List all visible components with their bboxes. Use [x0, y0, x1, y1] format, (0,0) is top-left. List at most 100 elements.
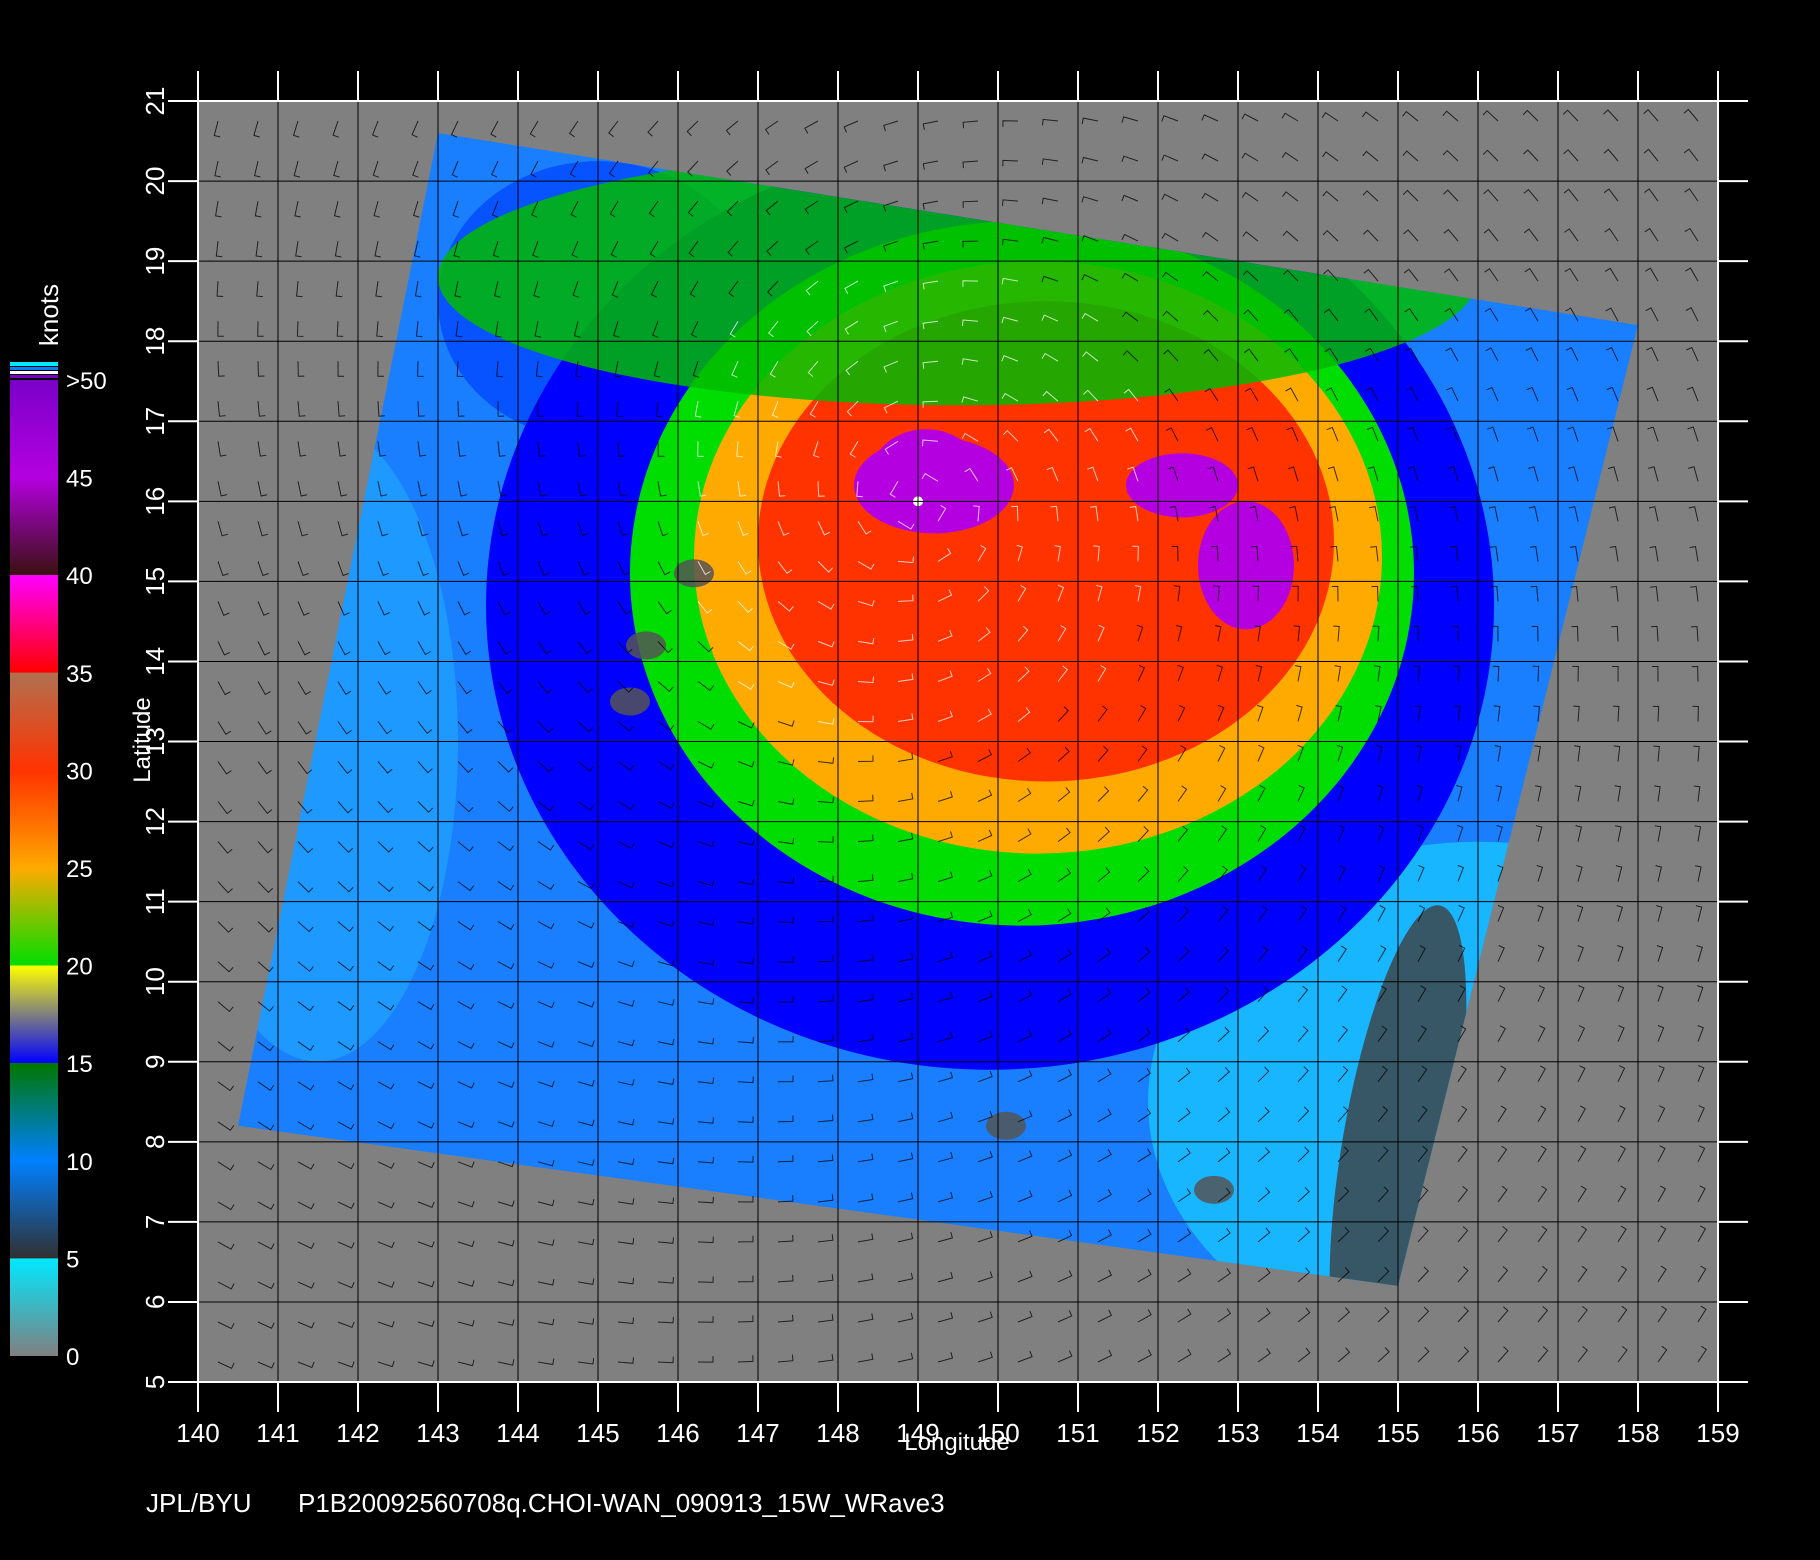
wind-barb — [1017, 788, 1032, 802]
wind-barb — [1563, 149, 1579, 162]
wind-barb — [1161, 271, 1179, 282]
wind-barb — [1442, 149, 1459, 162]
wind-barb — [577, 641, 592, 655]
wind-barb — [297, 921, 314, 933]
wind-barb — [937, 871, 953, 883]
wind-barb — [1537, 905, 1544, 922]
wind-barb — [1577, 1306, 1588, 1323]
wind-barb — [568, 120, 579, 138]
wind-barb — [1452, 625, 1459, 642]
wind-barb — [537, 1199, 555, 1207]
wind-barb — [1177, 664, 1184, 682]
wind-barb — [1576, 905, 1584, 922]
wind-barb — [577, 1318, 595, 1325]
wind-barb — [737, 1235, 754, 1243]
lon-tick-label: 146 — [656, 1418, 699, 1448]
wind-barb — [1689, 546, 1699, 562]
wind-barb — [733, 401, 741, 418]
wind-barb — [1254, 625, 1261, 642]
wind-barb — [1416, 785, 1424, 802]
wind-barb — [257, 1361, 275, 1369]
wind-barb — [617, 681, 634, 693]
lat-tick-label: 12 — [140, 807, 170, 836]
wind-barb — [1137, 1228, 1152, 1243]
wind-barb — [1083, 389, 1099, 402]
wind-barb — [1697, 1145, 1706, 1163]
wind-barb — [883, 120, 899, 132]
wind-barb — [657, 1078, 675, 1085]
wind-barb — [647, 160, 659, 177]
wind-barb — [1615, 865, 1623, 882]
wind-barb — [1333, 625, 1340, 642]
wind-barb — [1001, 392, 1019, 402]
wind-barb — [577, 761, 594, 772]
wind-barb — [1695, 905, 1703, 922]
wind-barb — [897, 633, 914, 642]
wind-barb — [962, 120, 979, 129]
wind-barb — [1177, 906, 1190, 922]
wind-barb — [1447, 426, 1459, 442]
wind-barb — [1604, 228, 1619, 242]
wind-barb — [1136, 624, 1144, 642]
wind-barb — [457, 1001, 475, 1010]
wind-barb — [657, 1237, 674, 1244]
wind-barb — [617, 441, 625, 457]
wind-barb — [1455, 785, 1463, 802]
wind-barb — [537, 601, 551, 616]
wind-barb — [297, 841, 313, 854]
wind-barb — [1685, 267, 1699, 282]
wind-barb — [457, 1200, 475, 1208]
wind-barb — [977, 586, 990, 602]
wind-barb — [614, 361, 622, 378]
wind-barb — [1005, 467, 1019, 482]
wind-barb — [217, 1161, 235, 1171]
x-axis-label: Longitude — [904, 1429, 1009, 1456]
wind-barb — [1137, 826, 1149, 842]
wind-barb — [697, 441, 704, 457]
wind-barb — [497, 561, 510, 576]
wind-barb — [491, 160, 499, 178]
wind-barb — [1161, 232, 1179, 242]
wind-barb — [1531, 625, 1539, 642]
wind-barb — [1603, 109, 1619, 122]
wind-barb — [1017, 1070, 1033, 1083]
wind-barb — [857, 1073, 874, 1083]
wind-barb — [655, 401, 663, 418]
wind-barb — [1362, 229, 1379, 242]
wind-barb — [256, 281, 263, 298]
wind-barb — [729, 320, 739, 338]
wind-barb — [737, 839, 755, 846]
wind-barb — [377, 1121, 395, 1130]
wind-barb — [777, 798, 795, 805]
wind-barb — [297, 1121, 315, 1131]
wind-barb — [1483, 189, 1499, 202]
wind-barb — [1294, 665, 1302, 682]
wind-barb — [617, 1357, 634, 1364]
wind-barb — [217, 401, 226, 417]
wind-barb — [1537, 1065, 1546, 1083]
wind-barb — [977, 789, 993, 802]
wind-barb — [1377, 945, 1387, 962]
wind-barb — [697, 1037, 715, 1045]
wind-barb — [417, 401, 425, 417]
wind-barb — [450, 120, 459, 138]
wind-barb — [1695, 865, 1702, 882]
wind-barb — [417, 801, 434, 813]
wind-barb — [857, 1313, 874, 1323]
wind-barb — [377, 1161, 395, 1169]
wind-barb — [608, 160, 619, 178]
wind-barb — [1402, 110, 1419, 122]
wind-barb — [577, 1080, 595, 1087]
wind-barb — [1617, 1065, 1626, 1083]
wind-barb — [1041, 158, 1059, 165]
wind-barb — [457, 601, 471, 616]
wind-barb — [1167, 466, 1179, 482]
wind-barb — [1617, 1185, 1627, 1203]
wind-barb — [537, 921, 555, 930]
wind-barb — [497, 681, 513, 695]
wind-barb — [297, 1241, 315, 1250]
wind-barb — [577, 1238, 595, 1246]
wind-barb — [697, 1117, 714, 1124]
wind-barb — [297, 361, 305, 377]
filename-label: P1B20092560708q.CHOI-WAN_090913_15W_WRav… — [298, 1488, 945, 1518]
